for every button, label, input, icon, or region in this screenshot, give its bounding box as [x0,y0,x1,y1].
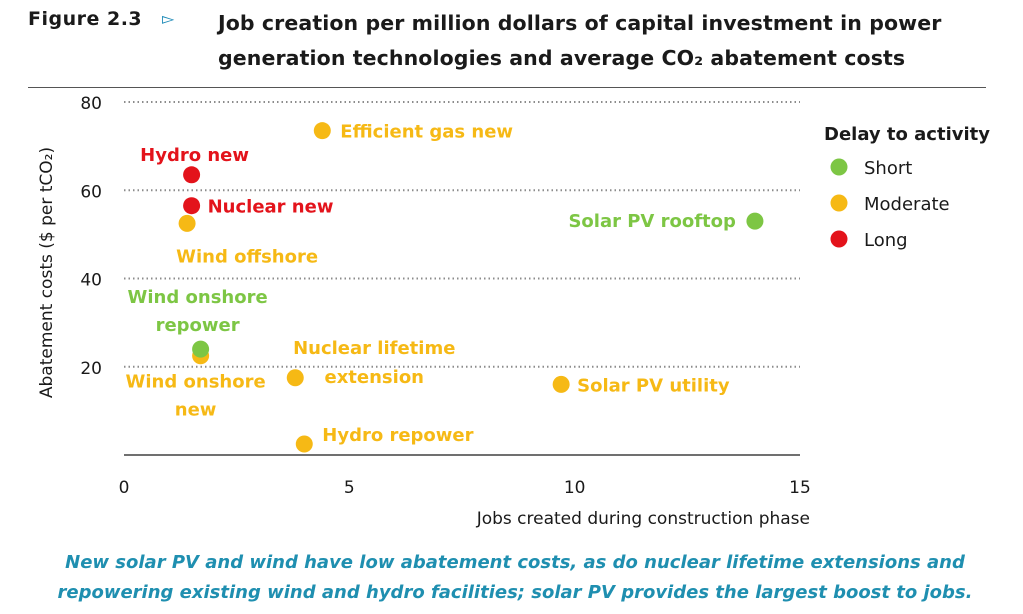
legend-entry-label: Moderate [864,194,950,215]
legend-marker [830,194,848,212]
x-tick-label: 0 [119,478,130,498]
x-tick-label: 10 [564,478,586,498]
data-point [313,122,331,140]
legend-entry-label: Short [864,158,912,179]
legend-marker [830,158,848,176]
x-tick-label: 15 [789,478,811,498]
data-point [178,214,196,232]
legend-title: Delay to activity [824,124,990,145]
data-label: Nuclear new [208,197,334,218]
legend-entry-label: Long [864,230,908,251]
y-tick-label: 60 [80,182,102,202]
data-label: Wind onshore new [126,372,266,421]
figure-caption: New solar PV and wind have low abatement… [57,552,973,603]
data-label: Nuclear lifetime extension [293,338,455,388]
data-label: Solar PV utility [577,375,730,396]
y-tick-label: 80 [80,94,102,114]
data-label-line: new [175,400,217,421]
data-label: Wind onshore repower [128,287,268,336]
y-tick-label: 20 [80,359,102,379]
data-label-line: Wind onshore [128,287,268,308]
data-label-line: extension [324,367,424,388]
data-label-line: Nuclear lifetime [293,338,455,359]
data-label-line: repower [156,315,240,336]
legend-marker [830,230,848,248]
triangle-right-icon: ▻ [162,9,175,28]
x-tick-label: 5 [344,478,355,498]
figure-title: Job creation per million dollars of capi… [218,11,942,70]
y-axis-title: Abatement costs ($ per tCO₂) [37,147,57,398]
data-point [192,340,210,358]
data-label: Solar PV rooftop [568,211,736,232]
x-axis-title: Jobs created during construction phase [476,509,810,529]
figure-label: Figure 2.3 [28,8,143,30]
data-label: Hydro repower [322,425,473,446]
figure-header: Figure 2.3 ▻ Job creation per million do… [0,0,1023,90]
y-tick-label: 40 [80,271,102,291]
data-point [183,197,201,215]
data-point [295,435,313,453]
data-label: Efficient gas new [340,122,513,143]
data-point [552,375,570,393]
data-point [746,212,764,230]
data-label: Hydro new [140,145,249,166]
header-divider [28,87,986,88]
data-point [286,369,304,387]
data-label-line: Wind onshore [126,372,266,393]
data-point [183,166,201,184]
scatter-chart: 20 40 60 80 0 5 10 15 Jobs created during constr… [37,94,990,529]
data-label: Wind offshore [176,246,318,267]
